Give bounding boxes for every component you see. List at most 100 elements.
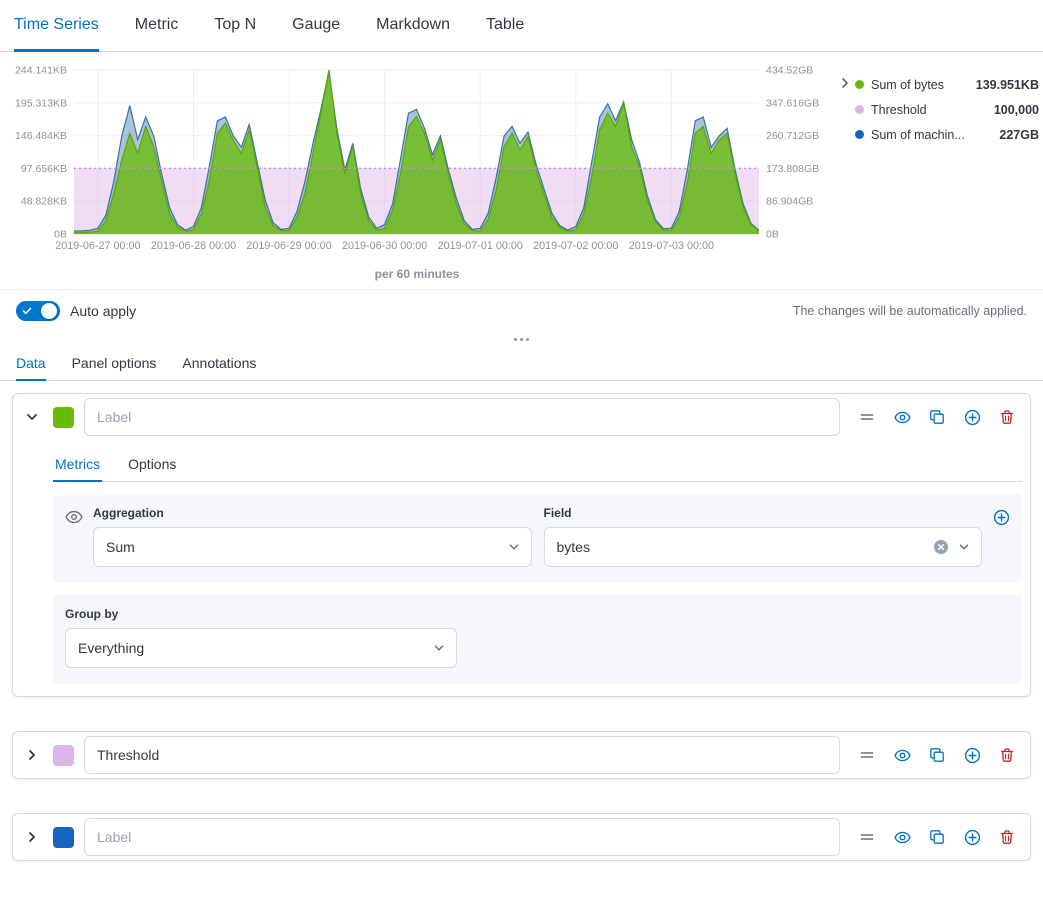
svg-text:0B: 0B xyxy=(54,229,67,241)
tab-options[interactable]: Options xyxy=(128,456,177,472)
metric-row: Aggregation Sum Field bytes xyxy=(53,494,1022,583)
panel-resize-handle[interactable] xyxy=(0,332,1043,346)
tab-metric[interactable]: Metric xyxy=(134,15,179,33)
svg-text:48.828KB: 48.828KB xyxy=(21,196,67,208)
legend-label: Sum of bytes xyxy=(871,77,944,92)
clone-series-button[interactable] xyxy=(928,746,946,764)
group-by-row: Group by Everything xyxy=(53,595,1022,684)
tab-top-n[interactable]: Top N xyxy=(214,15,257,33)
svg-text:173.808GB: 173.808GB xyxy=(766,163,819,175)
copy-icon xyxy=(930,410,944,424)
legend-value: 227GB xyxy=(999,127,1039,142)
svg-text:2019-06-29 00:00: 2019-06-29 00:00 xyxy=(246,240,331,252)
legend-dot xyxy=(855,80,864,89)
series-body: Metrics Options Aggregation Sum xyxy=(13,440,1030,696)
eye-icon xyxy=(893,749,911,761)
series-label-input[interactable] xyxy=(84,818,840,856)
legend-dot xyxy=(855,105,864,114)
clear-field-icon[interactable] xyxy=(933,539,949,555)
series-header xyxy=(13,394,1030,440)
series-actions xyxy=(850,746,1020,764)
tab-panel-options[interactable]: Panel options xyxy=(71,354,157,371)
eye-icon xyxy=(893,411,911,423)
toggle-series-visibility-button[interactable] xyxy=(893,828,911,846)
expand-series-button[interactable] xyxy=(21,826,43,848)
series-label-input[interactable] xyxy=(84,736,840,774)
series-list: Metrics Options Aggregation Sum xyxy=(0,381,1043,897)
plus-circle-icon xyxy=(964,829,980,845)
legend-item-sum-of-machine-ram[interactable]: Sum of machin... 227GB xyxy=(855,122,1039,147)
copy-icon xyxy=(930,748,944,762)
auto-apply-label: Auto apply xyxy=(70,303,137,319)
add-series-button[interactable] xyxy=(963,746,981,764)
drag-handle[interactable] xyxy=(858,408,876,426)
chart-section: 244.141KB 434.52GB 195.313KB 347.616GB 146.4… xyxy=(0,52,1043,282)
tab-metrics[interactable]: Metrics xyxy=(53,450,103,482)
tab-annotations[interactable]: Annotations xyxy=(182,354,257,371)
svg-text:2019-06-27 00:00: 2019-06-27 00:00 xyxy=(55,240,140,252)
field-label: Field xyxy=(543,506,572,520)
chart-interval-caption: per 60 minutes xyxy=(374,267,460,281)
legend-collapse-button[interactable] xyxy=(837,74,853,94)
drag-handle-icon xyxy=(860,834,874,840)
group-by-select[interactable]: Everything xyxy=(65,628,457,668)
clone-series-button[interactable] xyxy=(928,828,946,846)
eye-icon xyxy=(893,831,911,843)
tab-table[interactable]: Table xyxy=(485,15,525,33)
auto-apply-note: The changes will be automatically applie… xyxy=(792,304,1027,318)
toggle-series-visibility-button[interactable] xyxy=(893,408,911,426)
legend-value: 100,000 xyxy=(993,102,1039,117)
svg-text:2019-06-28 00:00: 2019-06-28 00:00 xyxy=(151,240,236,252)
aggregation-select[interactable]: Sum xyxy=(93,527,532,567)
legend-value: 139.951KB xyxy=(975,77,1039,92)
series-card-1: Metrics Options Aggregation Sum xyxy=(12,393,1031,697)
series-color-swatch[interactable] xyxy=(53,826,74,848)
drag-handle[interactable] xyxy=(858,828,876,846)
series-label-input[interactable] xyxy=(84,398,840,436)
chevron-right-icon xyxy=(29,832,35,842)
add-series-button[interactable] xyxy=(963,828,981,846)
svg-text:244.141KB: 244.141KB xyxy=(15,65,67,77)
delete-series-button[interactable] xyxy=(998,746,1016,764)
trash-icon xyxy=(1000,830,1014,844)
check-icon xyxy=(22,307,32,315)
group-by-label: Group by xyxy=(65,607,119,621)
metric-visibility-toggle[interactable] xyxy=(65,508,83,531)
trash-icon xyxy=(1000,410,1014,424)
series-actions xyxy=(850,408,1020,426)
chevron-down-icon xyxy=(434,645,444,651)
tab-data[interactable]: Data xyxy=(16,346,46,381)
legend-label: Sum of machin... xyxy=(871,127,965,142)
aggregation-value: Sum xyxy=(106,539,135,555)
collapse-series-button[interactable] xyxy=(21,406,43,428)
add-series-button[interactable] xyxy=(963,408,981,426)
tab-markdown[interactable]: Markdown xyxy=(376,15,450,33)
legend-item-sum-of-bytes[interactable]: Sum of bytes 139.951KB xyxy=(855,72,1039,97)
group-by-value: Everything xyxy=(78,640,145,656)
series-color-swatch[interactable] xyxy=(53,406,74,428)
aggregation-label: Aggregation xyxy=(93,506,164,520)
auto-apply-toggle[interactable] xyxy=(16,301,60,321)
svg-text:0B: 0B xyxy=(766,229,779,241)
chevron-down-icon xyxy=(27,414,37,420)
svg-text:434.52GB: 434.52GB xyxy=(766,65,813,77)
legend-item-threshold[interactable]: Threshold 100,000 xyxy=(855,97,1039,122)
series-color-swatch[interactable] xyxy=(53,744,74,766)
tab-time-series[interactable]: Time Series xyxy=(14,0,99,52)
series-card-2 xyxy=(12,731,1031,779)
expand-series-button[interactable] xyxy=(21,744,43,766)
drag-handle[interactable] xyxy=(858,746,876,764)
tab-gauge[interactable]: Gauge xyxy=(292,15,341,33)
svg-text:2019-07-02 00:00: 2019-07-02 00:00 xyxy=(533,240,618,252)
svg-text:86.904GB: 86.904GB xyxy=(766,196,813,208)
time-series-chart[interactable]: 244.141KB 434.52GB 195.313KB 347.616GB 146.4… xyxy=(2,58,837,264)
series-subtabs: Metrics Options xyxy=(53,450,1022,482)
toggle-series-visibility-button[interactable] xyxy=(893,746,911,764)
svg-text:347.616GB: 347.616GB xyxy=(766,97,819,109)
delete-series-button[interactable] xyxy=(998,408,1016,426)
field-combobox[interactable]: bytes xyxy=(543,527,982,567)
add-metric-button[interactable] xyxy=(992,508,1010,526)
clone-series-button[interactable] xyxy=(928,408,946,426)
toggle-knob xyxy=(41,303,57,319)
delete-series-button[interactable] xyxy=(998,828,1016,846)
